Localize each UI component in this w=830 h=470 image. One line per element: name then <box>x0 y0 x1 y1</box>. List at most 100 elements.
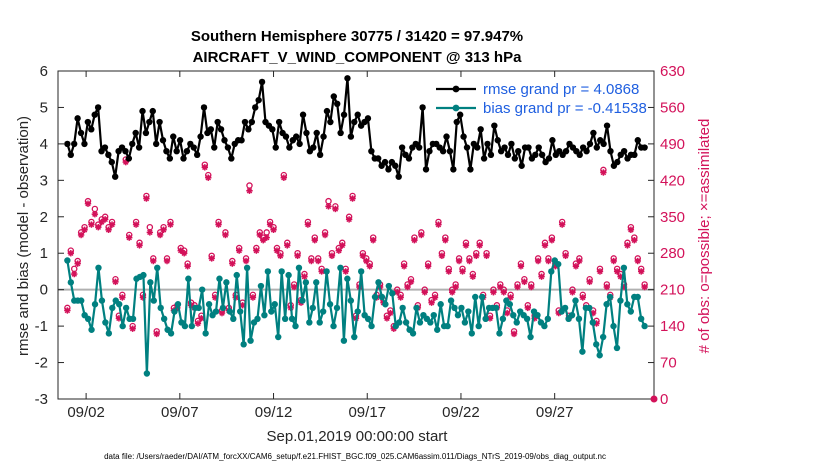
rmse-point <box>354 111 361 118</box>
rmse-point <box>477 126 484 133</box>
obs-assimilated-stroke <box>404 284 411 290</box>
right-y-tick-label: 140 <box>660 318 685 335</box>
bias-point <box>84 315 92 323</box>
bias-point <box>261 311 268 319</box>
rmse-point <box>508 140 515 148</box>
obs-assimilated-marker <box>418 231 425 239</box>
bias-point <box>402 319 410 326</box>
obs-assimilated-marker <box>91 210 99 218</box>
bias-point <box>454 311 462 319</box>
obs-assimilated-stroke <box>525 305 531 311</box>
rmse-point <box>217 126 225 133</box>
obs-assimilated-marker <box>500 289 507 296</box>
obs-assimilated-stroke <box>222 232 229 238</box>
obs-assimilated-marker <box>126 234 133 241</box>
obs-assimilated-marker <box>270 226 277 233</box>
bias-point <box>620 264 628 271</box>
bias-point <box>382 301 389 308</box>
obs-assimilated-marker <box>205 174 212 181</box>
bias-point <box>171 308 178 315</box>
obs-assimilated-stroke <box>205 174 212 181</box>
rmse-point <box>221 137 228 144</box>
obs-assimilated-stroke <box>421 289 428 296</box>
rmse-point <box>105 151 112 159</box>
plot-frame <box>57 70 655 400</box>
rmse-point <box>340 111 348 118</box>
bias-point <box>98 297 106 304</box>
rmse-point <box>532 151 539 159</box>
bias-point <box>347 297 355 304</box>
bias-point <box>506 301 514 308</box>
obs-assimilated-marker <box>215 221 222 228</box>
obs-assimilated-marker <box>462 242 470 249</box>
bias-point <box>288 315 296 323</box>
obs-assimilated-stroke <box>439 253 445 259</box>
obs-assimilated-stroke <box>576 258 583 264</box>
bias-point <box>77 297 85 304</box>
obs-assimilated-stroke <box>346 216 352 223</box>
bias-point <box>285 271 292 279</box>
rmse-point <box>405 155 413 162</box>
rmse-point <box>422 166 430 173</box>
y-axis-label: rmse and bias (model - observation) <box>15 116 32 356</box>
bias-point <box>513 319 520 326</box>
obs-assimilated-stroke <box>177 247 184 254</box>
right-y-tick-label: 350 <box>660 209 685 226</box>
rmse-point <box>252 104 259 111</box>
rmse-point <box>74 115 81 122</box>
rmse-point <box>71 140 78 148</box>
bias-point <box>319 308 327 315</box>
obs-assimilated-marker <box>84 200 92 207</box>
obs-assimilated-stroke <box>370 237 376 243</box>
bias-point <box>344 275 351 282</box>
obs-assimilated-marker <box>541 242 549 249</box>
obs-assimilated-stroke <box>580 294 586 301</box>
rmse-point <box>135 144 143 151</box>
obs-assimilated-marker <box>428 299 435 306</box>
rmse-point <box>170 133 177 140</box>
bias-point <box>129 315 137 323</box>
obs-assimilated-stroke <box>507 294 514 301</box>
obs-assimilated-marker <box>610 257 617 265</box>
obs-assimilated-marker <box>558 221 566 228</box>
rmse-point <box>515 147 522 155</box>
obs-assimilated-stroke <box>586 279 593 285</box>
rmse-point <box>398 144 406 151</box>
rmse-point <box>491 122 498 129</box>
obs-assimilated-stroke <box>432 294 438 301</box>
bias-point <box>212 308 220 315</box>
obs-assimilated-stroke <box>545 258 552 264</box>
obs-assimilated-marker <box>524 304 532 312</box>
rmse-point <box>173 147 180 155</box>
obs-assimilated-stroke <box>229 260 236 267</box>
right-y-tick-label: 70 <box>660 355 677 372</box>
obs-assimilated-stroke <box>308 258 315 264</box>
bias-point <box>472 293 479 301</box>
bias-point <box>364 315 372 323</box>
obs-assimilated-marker <box>548 237 556 244</box>
bias-point <box>185 275 192 282</box>
bias-point <box>64 257 71 264</box>
rmse-point <box>67 151 74 159</box>
rmse-point <box>299 111 307 118</box>
obs-assimilated-marker <box>277 252 284 260</box>
obs-assimilated-stroke <box>253 247 260 254</box>
obs-assimilated-stroke <box>291 284 297 290</box>
obs-assimilated-stroke <box>442 237 449 243</box>
obs-assimilated-marker <box>469 273 477 280</box>
obs-assimilated-marker <box>631 237 638 244</box>
bias-point <box>88 326 95 333</box>
bias-point <box>555 260 562 268</box>
obs-assimilated-stroke <box>64 307 71 314</box>
rmse-point <box>603 122 611 129</box>
obs-assimilated-stroke <box>401 263 407 270</box>
bias-point <box>637 315 645 323</box>
bias-series <box>64 257 648 377</box>
rmse-point <box>320 133 327 140</box>
obs-assimilated-stroke <box>549 237 555 243</box>
obs-assimilated-stroke <box>250 294 256 301</box>
obs-assimilated-marker <box>290 283 298 291</box>
bias-point <box>451 304 458 312</box>
rmse-point <box>64 140 71 148</box>
bias-point <box>105 330 113 337</box>
